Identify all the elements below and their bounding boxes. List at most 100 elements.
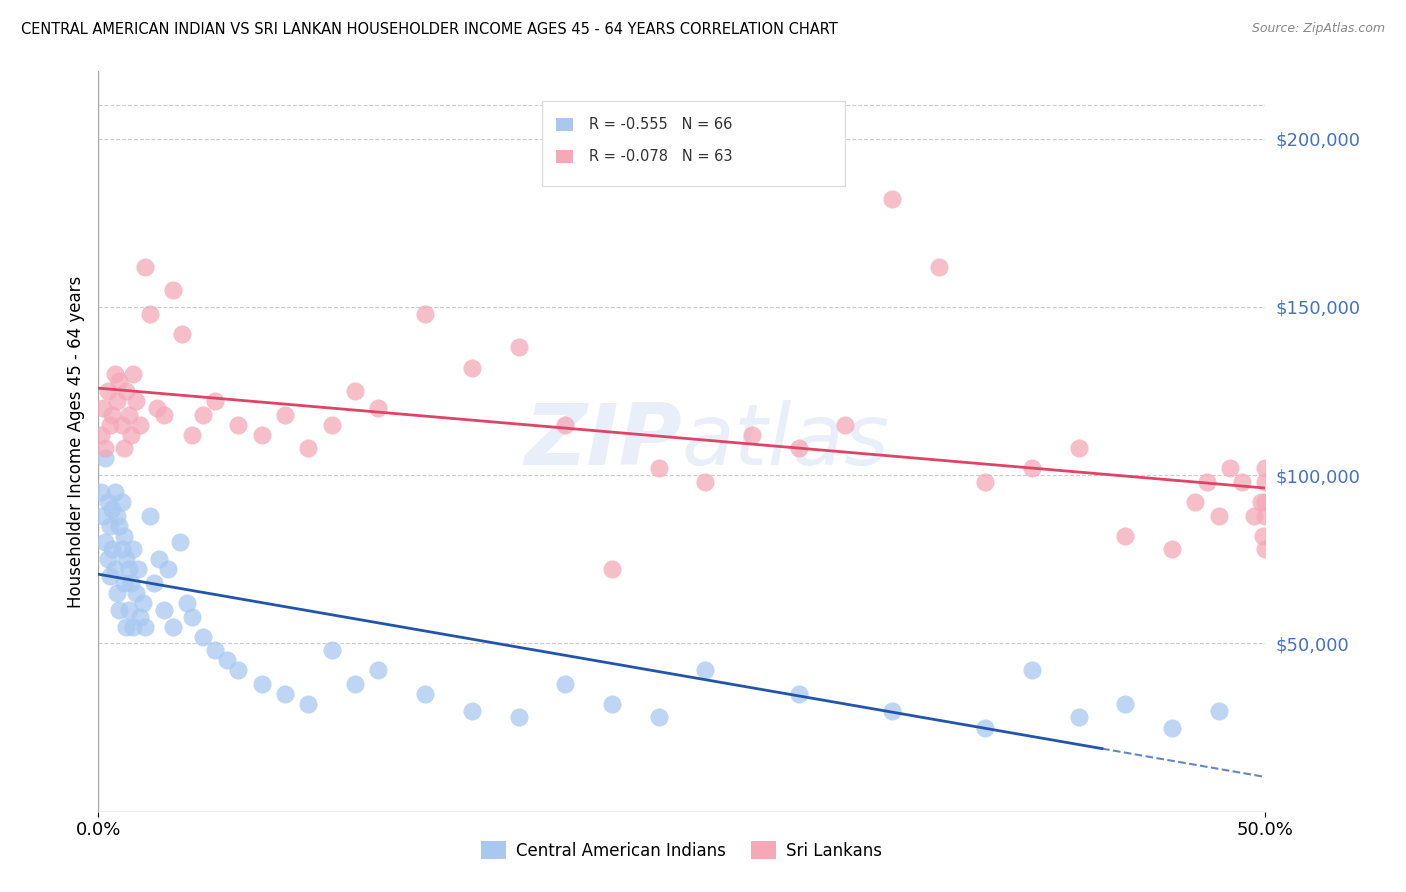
FancyBboxPatch shape bbox=[555, 150, 572, 163]
Point bbox=[647, 461, 669, 475]
Point bbox=[98, 569, 121, 583]
Point bbox=[274, 687, 297, 701]
Text: R = -0.078   N = 63: R = -0.078 N = 63 bbox=[589, 149, 733, 164]
Point bbox=[101, 501, 124, 516]
Point bbox=[134, 260, 156, 274]
Point bbox=[162, 283, 184, 297]
Point bbox=[98, 518, 121, 533]
Point bbox=[101, 408, 124, 422]
Point bbox=[118, 408, 141, 422]
Point bbox=[90, 427, 112, 442]
Point bbox=[974, 475, 997, 489]
Point bbox=[1243, 508, 1265, 523]
Point bbox=[97, 495, 120, 509]
Point bbox=[129, 417, 152, 432]
Text: CENTRAL AMERICAN INDIAN VS SRI LANKAN HOUSEHOLDER INCOME AGES 45 - 64 YEARS CORR: CENTRAL AMERICAN INDIAN VS SRI LANKAN HO… bbox=[21, 22, 838, 37]
Point bbox=[97, 552, 120, 566]
Point bbox=[91, 508, 114, 523]
Point bbox=[344, 384, 367, 398]
Point bbox=[1254, 542, 1277, 557]
Point bbox=[215, 653, 238, 667]
Point bbox=[148, 552, 170, 566]
FancyBboxPatch shape bbox=[541, 101, 845, 186]
Point bbox=[1208, 508, 1230, 523]
Point bbox=[600, 562, 623, 576]
Point bbox=[297, 697, 319, 711]
Point bbox=[204, 643, 226, 657]
Point bbox=[118, 562, 141, 576]
Point bbox=[834, 417, 856, 432]
Point bbox=[112, 442, 135, 456]
Point bbox=[132, 596, 155, 610]
Point bbox=[98, 417, 121, 432]
Point bbox=[193, 630, 215, 644]
Point bbox=[1230, 475, 1253, 489]
Point bbox=[204, 394, 226, 409]
Point bbox=[741, 427, 763, 442]
Point bbox=[139, 307, 162, 321]
Point bbox=[1251, 529, 1274, 543]
Point bbox=[1184, 495, 1206, 509]
Point bbox=[193, 408, 215, 422]
Point bbox=[250, 427, 273, 442]
Point bbox=[250, 677, 273, 691]
Point bbox=[180, 427, 202, 442]
Point bbox=[120, 575, 142, 590]
Point bbox=[105, 394, 128, 409]
Point bbox=[146, 401, 169, 415]
Point bbox=[413, 687, 436, 701]
Point bbox=[104, 485, 127, 500]
Text: atlas: atlas bbox=[682, 400, 890, 483]
Point bbox=[169, 535, 191, 549]
Point bbox=[162, 619, 184, 633]
Point bbox=[172, 326, 194, 341]
Point bbox=[180, 609, 202, 624]
Point bbox=[600, 697, 623, 711]
Point bbox=[508, 710, 530, 724]
Point bbox=[1254, 461, 1277, 475]
Point bbox=[115, 619, 138, 633]
Point bbox=[1021, 664, 1043, 678]
Point bbox=[1208, 704, 1230, 718]
Point bbox=[554, 417, 576, 432]
Point bbox=[554, 677, 576, 691]
Y-axis label: Householder Income Ages 45 - 64 years: Householder Income Ages 45 - 64 years bbox=[66, 276, 84, 607]
Point bbox=[461, 360, 484, 375]
Point bbox=[108, 603, 131, 617]
Point bbox=[115, 552, 138, 566]
Point bbox=[1021, 461, 1043, 475]
Point bbox=[143, 575, 166, 590]
Point bbox=[1067, 442, 1090, 456]
Point bbox=[695, 664, 717, 678]
Point bbox=[122, 542, 145, 557]
Point bbox=[105, 508, 128, 523]
Point bbox=[152, 603, 174, 617]
Point bbox=[111, 417, 134, 432]
Point bbox=[344, 677, 367, 691]
Point bbox=[120, 427, 142, 442]
Point bbox=[880, 704, 903, 718]
Point bbox=[125, 586, 148, 600]
Point bbox=[321, 417, 343, 432]
Point bbox=[139, 508, 162, 523]
Point bbox=[1114, 697, 1136, 711]
Point bbox=[228, 417, 250, 432]
Point bbox=[695, 475, 717, 489]
Point bbox=[413, 307, 436, 321]
Point bbox=[787, 442, 810, 456]
Text: ZIP: ZIP bbox=[524, 400, 682, 483]
Legend: Central American Indians, Sri Lankans: Central American Indians, Sri Lankans bbox=[475, 835, 889, 866]
Point bbox=[880, 192, 903, 206]
Point bbox=[647, 710, 669, 724]
Point bbox=[112, 575, 135, 590]
Point bbox=[176, 596, 198, 610]
Point bbox=[508, 340, 530, 354]
Point bbox=[1195, 475, 1218, 489]
Point bbox=[108, 518, 131, 533]
Text: R = -0.555   N = 66: R = -0.555 N = 66 bbox=[589, 117, 733, 132]
Point bbox=[1067, 710, 1090, 724]
Point bbox=[101, 542, 124, 557]
Point bbox=[228, 664, 250, 678]
Point bbox=[1114, 529, 1136, 543]
Point bbox=[152, 408, 174, 422]
